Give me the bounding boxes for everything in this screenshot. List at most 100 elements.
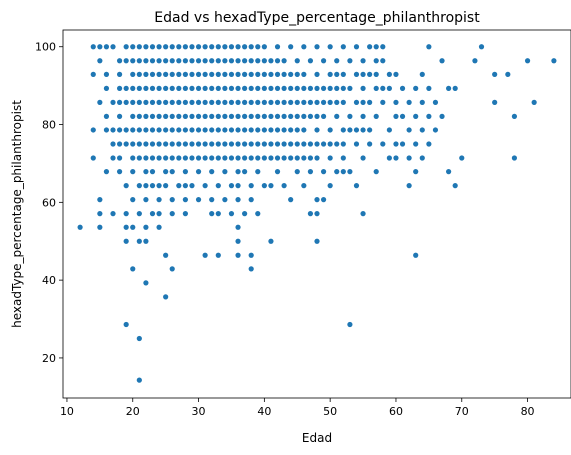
- data-point: [294, 71, 300, 77]
- data-point: [143, 99, 149, 105]
- data-point: [163, 127, 169, 133]
- data-point: [169, 197, 175, 203]
- data-point: [347, 127, 353, 133]
- data-point: [176, 183, 182, 189]
- data-point: [110, 44, 116, 50]
- data-point: [386, 71, 392, 77]
- data-point: [353, 99, 360, 105]
- data-point: [334, 58, 340, 64]
- data-point: [169, 44, 175, 50]
- data-point: [360, 127, 366, 133]
- data-point: [235, 183, 241, 189]
- data-point: [327, 44, 333, 50]
- data-point: [215, 58, 221, 64]
- data-point: [367, 71, 373, 77]
- data-point: [274, 169, 281, 175]
- data-point: [255, 155, 261, 161]
- data-point: [136, 58, 142, 64]
- data-point: [314, 155, 320, 161]
- data-point: [261, 183, 267, 189]
- data-point: [301, 155, 307, 161]
- data-point: [123, 183, 129, 189]
- data-point: [268, 141, 274, 147]
- data-point: [452, 85, 458, 91]
- data-point: [307, 169, 314, 175]
- data-point: [149, 155, 156, 161]
- data-point: [307, 211, 314, 217]
- data-point: [255, 113, 261, 119]
- data-point: [202, 58, 208, 64]
- data-point: [334, 113, 340, 119]
- data-point: [156, 44, 162, 50]
- data-point: [314, 127, 320, 133]
- data-point: [169, 85, 175, 91]
- data-point: [143, 280, 149, 286]
- data-point: [340, 155, 346, 161]
- data-point: [130, 197, 136, 203]
- data-point: [360, 155, 366, 161]
- data-point: [307, 58, 314, 64]
- data-point: [163, 294, 169, 300]
- data-point: [215, 155, 221, 161]
- data-point: [103, 44, 110, 50]
- data-point: [202, 85, 208, 91]
- data-point: [149, 211, 156, 217]
- data-point: [130, 266, 136, 272]
- data-point: [222, 99, 228, 105]
- data-point: [209, 127, 215, 133]
- data-point: [268, 58, 274, 64]
- data-point: [136, 183, 142, 189]
- data-point: [248, 99, 254, 105]
- data-point: [235, 224, 241, 230]
- data-point: [288, 127, 294, 133]
- data-point: [307, 99, 314, 105]
- data-point: [195, 113, 202, 119]
- data-point: [215, 113, 221, 119]
- data-point: [143, 169, 149, 175]
- data-point: [373, 58, 379, 64]
- data-point: [195, 85, 202, 91]
- data-point: [209, 141, 215, 147]
- data-point: [123, 127, 129, 133]
- data-point: [149, 127, 156, 133]
- data-point: [228, 71, 235, 77]
- data-point: [439, 113, 445, 119]
- data-point: [176, 44, 182, 50]
- data-point: [281, 141, 287, 147]
- data-point: [130, 71, 136, 77]
- data-point: [163, 141, 169, 147]
- data-point: [301, 183, 307, 189]
- data-point: [189, 85, 195, 91]
- chart-title: Edad vs hexadType_percentage_philanthrop…: [154, 10, 480, 26]
- data-point: [202, 44, 208, 50]
- data-point: [215, 141, 221, 147]
- data-point: [314, 85, 320, 91]
- data-point: [97, 99, 103, 105]
- data-point: [274, 99, 281, 105]
- data-point: [399, 85, 406, 91]
- data-point: [373, 85, 379, 91]
- data-point: [209, 58, 215, 64]
- data-point: [103, 113, 110, 119]
- data-point: [314, 99, 320, 105]
- data-point: [505, 71, 511, 77]
- data-point: [116, 58, 123, 64]
- data-point: [163, 71, 169, 77]
- data-point: [268, 85, 274, 91]
- data-point: [176, 141, 182, 147]
- data-point: [195, 44, 202, 50]
- data-point: [182, 85, 188, 91]
- data-point: [288, 197, 294, 203]
- data-point: [156, 155, 162, 161]
- data-point: [149, 71, 156, 77]
- data-point: [163, 113, 169, 119]
- data-point: [261, 127, 267, 133]
- data-point: [163, 183, 169, 189]
- data-point: [169, 169, 175, 175]
- data-point: [143, 113, 149, 119]
- data-point: [261, 71, 267, 77]
- data-point: [189, 183, 195, 189]
- data-point: [169, 113, 175, 119]
- data-point: [281, 85, 287, 91]
- data-point: [347, 58, 353, 64]
